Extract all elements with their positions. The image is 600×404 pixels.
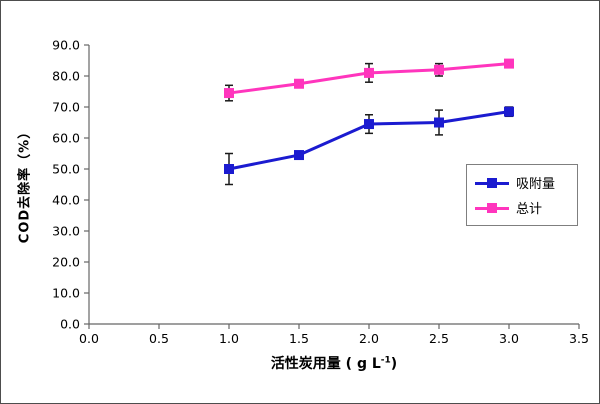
y-tick-label: 0.0 <box>60 317 80 332</box>
data-point <box>364 119 374 130</box>
data-point <box>364 67 374 78</box>
y-tick-label: 50.0 <box>52 162 80 177</box>
legend-item-adsorption: 吸附量 <box>475 173 573 192</box>
data-point <box>224 88 234 99</box>
y-tick-label: 90.0 <box>52 38 80 53</box>
y-tick-label: 60.0 <box>52 131 80 146</box>
legend-square-marker-icon <box>487 202 497 213</box>
x-tick-label: 1.5 <box>289 331 309 346</box>
y-tick-label: 40.0 <box>52 193 80 208</box>
data-point <box>504 58 514 69</box>
legend-label-adsorption: 吸附量 <box>516 177 556 192</box>
series-marker-swatch-pink <box>475 202 509 214</box>
data-point <box>294 78 304 89</box>
x-tick-label: 0.0 <box>79 331 99 346</box>
data-point <box>224 164 234 174</box>
x-tick-label: 3.0 <box>499 331 519 346</box>
legend-square-marker-icon <box>487 177 497 188</box>
x-tick-label: 1.0 <box>219 331 239 346</box>
x-tick-label: 2.0 <box>359 331 379 346</box>
x-axis-title-text: 活性炭用量 ( g L <box>270 356 381 372</box>
x-axis-title: 活性炭用量 ( g L-1) <box>271 353 397 373</box>
legend-item-total: 总计 <box>475 198 573 217</box>
data-point <box>434 64 444 75</box>
y-tick-label: 20.0 <box>52 255 80 270</box>
x-tick-label: 0.5 <box>149 331 169 346</box>
y-tick-label: 30.0 <box>52 224 80 239</box>
x-tick-label: 2.5 <box>429 331 449 346</box>
series-marker-swatch-blue <box>475 177 509 189</box>
x-tick-label: 3.5 <box>569 331 589 346</box>
x-axis-title-superscript: -1 <box>380 355 391 366</box>
y-tick-label: 10.0 <box>52 286 80 301</box>
y-axis-title: COD去除率（%） <box>17 124 33 244</box>
data-point <box>504 106 514 117</box>
data-point <box>434 117 444 128</box>
y-tick-label: 80.0 <box>52 69 80 84</box>
x-axis-title-close: ) <box>390 356 398 372</box>
legend: 吸附量 总计 <box>466 164 578 226</box>
data-point <box>294 150 304 161</box>
legend-label-total: 总计 <box>516 202 543 217</box>
y-tick-label: 70.0 <box>52 100 80 115</box>
